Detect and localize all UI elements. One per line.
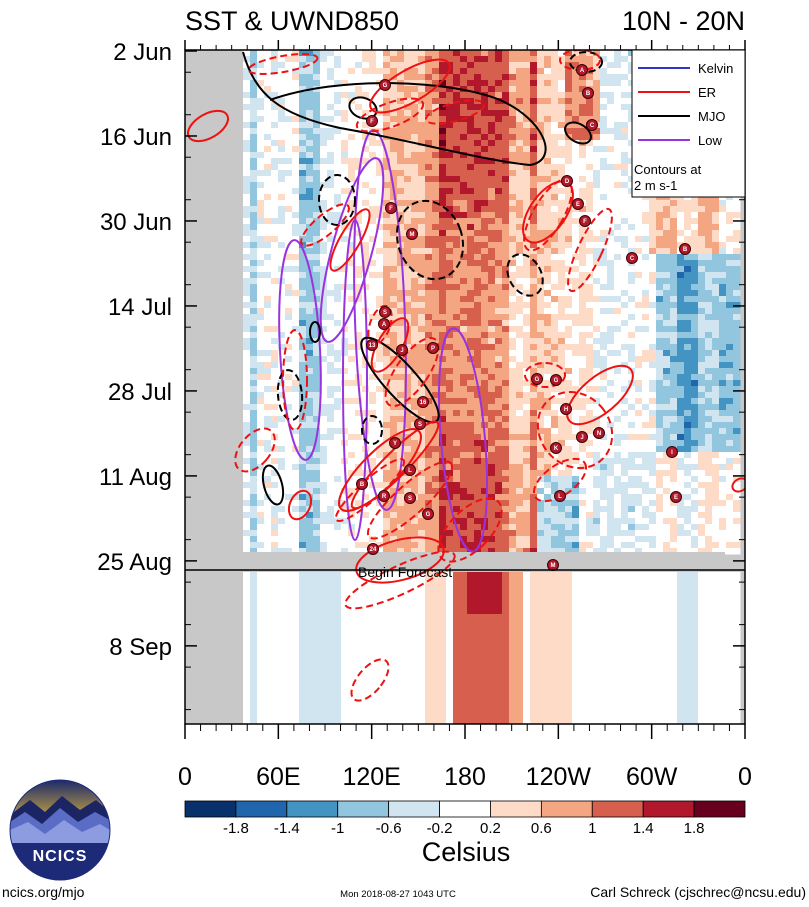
colorbar-tick-label: 1.8 [684, 820, 705, 837]
legend-label: ER [698, 85, 716, 100]
storm-marker: G [379, 79, 391, 91]
storm-marker: E [670, 491, 682, 503]
y-tick-label: 14 Jul [108, 294, 172, 321]
ncics-logo: NCICS [9, 779, 111, 881]
footer-timestamp: Mon 2018-08-27 1043 UTC [340, 889, 456, 900]
colorbar-swatch [540, 800, 593, 818]
x-tick-label: 60E [256, 763, 300, 791]
y-tick-label: 11 Aug [99, 464, 172, 491]
colorbar-label: Celsius [422, 837, 511, 867]
storm-marker: 13 [366, 339, 378, 351]
storm-marker: 16 [417, 396, 429, 408]
storm-marker: L [554, 490, 566, 502]
colorbar-swatch [439, 800, 491, 818]
x-axis: 0 60E 120E 180 120W 60W 0 [178, 40, 752, 791]
footer-credit: Carl Schreck (cjschrec@ncsu.edu) [590, 884, 806, 900]
y-tick-label: 28 Jul [108, 379, 172, 406]
storm-marker: C [626, 252, 638, 264]
colorbar-swatch [235, 800, 288, 818]
storm-marker: C [586, 119, 598, 131]
colorbar-tick-label: -1 [331, 820, 344, 837]
legend-label: Kelvin [698, 61, 733, 76]
colorbar-swatch [388, 800, 440, 818]
logo-text: NCICS [33, 848, 88, 865]
storm-marker: Y [389, 437, 401, 449]
y-tick-label: 8 Sep [109, 634, 172, 661]
wave-contours [187, 50, 745, 702]
colorbar-swatch [693, 800, 746, 818]
storm-marker: N [593, 427, 605, 439]
storm-marker: M [547, 559, 559, 571]
storm-marker: E [572, 198, 584, 210]
colorbar-swatch [286, 800, 339, 818]
colorbar-tick-label: 0.6 [531, 820, 552, 837]
storm-marker: G [422, 508, 434, 520]
storm-marker: M [406, 228, 418, 240]
colorbar-tick-label: -0.2 [427, 820, 453, 837]
storm-marker: K [550, 442, 562, 454]
legend-label: Low [698, 133, 722, 148]
storm-marker: D [561, 175, 573, 187]
storm-marker: A [378, 318, 390, 330]
y-tick-label: 30 Jun [100, 209, 172, 236]
storm-marker: B [582, 87, 594, 99]
storm-marker: B [356, 478, 368, 490]
colorbar-swatch [337, 800, 390, 818]
storm-marker: S [414, 418, 426, 430]
storm-marker: R [378, 490, 390, 502]
colorbar-tick-label: -0.6 [376, 820, 402, 837]
storm-marker: G [531, 373, 543, 385]
colorbar-swatch [184, 800, 237, 818]
colorbar: -1.8 -1.4 -1 -0.6 -0.2 0.2 0.6 1 1.4 1.8 [184, 800, 746, 837]
storm-marker: B [679, 243, 691, 255]
begin-forecast-label: Begin Forecast [358, 564, 452, 580]
x-tick-label: 0 [738, 763, 752, 791]
storm-marker: 24 [367, 543, 379, 555]
storm-marker: F [579, 215, 591, 227]
colorbar-tick-label: -1.4 [274, 820, 300, 837]
x-tick-label: 180 [444, 763, 486, 791]
legend-note-line2: 2 m s-1 [634, 178, 677, 193]
footer-url: ncics.org/mjo [2, 884, 85, 900]
storm-marker: L [404, 464, 416, 476]
storm-marker: P [427, 342, 439, 354]
storm-marker: H [560, 403, 572, 415]
legend: Kelvin ER MJO Low Contours at 2 m s-1 [631, 49, 746, 198]
x-tick-label: 60W [626, 763, 678, 791]
storm-marker: A [576, 64, 588, 76]
y-axis: 2 Jun 16 Jun 30 Jun 14 Jul 28 Jul 11 Aug 25 Au… [97, 39, 745, 711]
storm-marker: S [404, 492, 416, 504]
storm-marker: I [666, 446, 678, 458]
x-tick-label: 120W [526, 763, 592, 791]
storm-marker: F [385, 202, 397, 214]
title-right: 10N - 20N [622, 6, 745, 36]
colorbar-swatch [591, 800, 644, 818]
colorbar-tick-label: -1.8 [223, 820, 249, 837]
colorbar-swatch [642, 800, 695, 818]
storm-marker: J [576, 431, 588, 443]
title-left: SST & UWND850 [185, 6, 399, 36]
y-tick-label: 25 Aug [97, 549, 172, 576]
colorbar-tick-label: 1.4 [633, 820, 654, 837]
x-tick-label: 120E [342, 763, 400, 791]
colorbar-tick-label: 1 [588, 820, 596, 837]
colorbar-tick-label: 0.2 [480, 820, 501, 837]
storm-marker: F [366, 115, 378, 127]
y-tick-label: 2 Jun [113, 39, 172, 66]
storm-marker: S [379, 306, 391, 318]
legend-note-line1: Contours at [634, 162, 702, 177]
storm-marker: J [396, 344, 408, 356]
x-tick-label: 0 [178, 763, 192, 791]
y-tick-label: 16 Jun [100, 124, 172, 151]
storm-marker: G [550, 374, 562, 386]
legend-label: MJO [698, 109, 725, 124]
colorbar-swatch [490, 800, 542, 818]
